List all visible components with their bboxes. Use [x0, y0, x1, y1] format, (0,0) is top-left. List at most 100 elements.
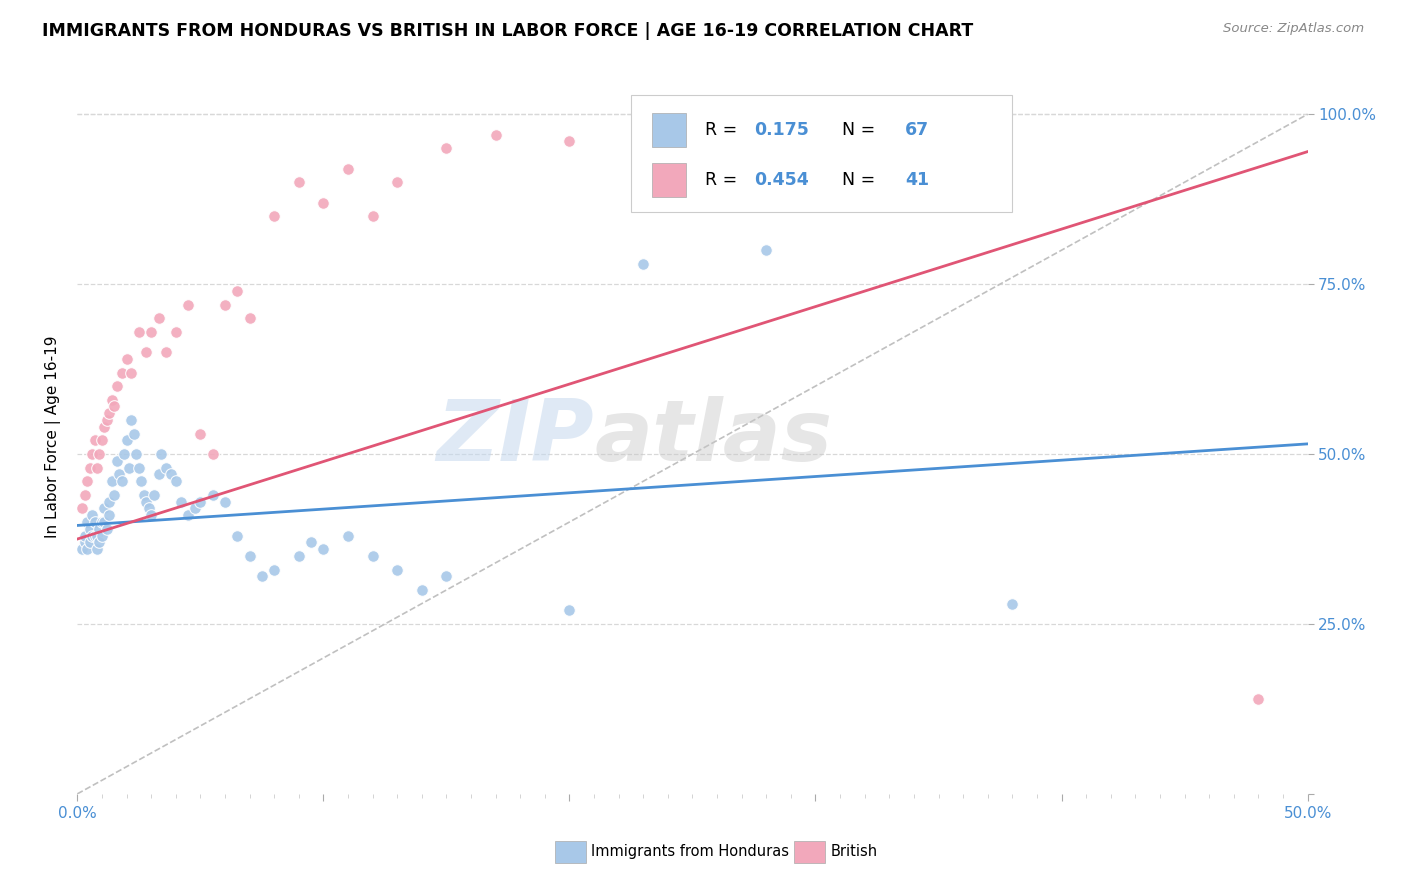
Point [90, 515, 114, 529]
Point [142, 488, 165, 502]
Text: R =: R = [704, 171, 742, 189]
Point [79, 460, 101, 475]
Point [141, 325, 163, 339]
Text: Source: ZipAtlas.com: Source: ZipAtlas.com [1223, 22, 1364, 36]
Point [250, 569, 273, 583]
Point [387, 563, 409, 577]
Point [312, 195, 335, 210]
Point [190, 494, 212, 508]
Point [93, 501, 115, 516]
Point [160, 467, 183, 482]
Point [73, 488, 96, 502]
Point [239, 549, 262, 563]
Point [141, 508, 163, 523]
Text: ZIP: ZIP [436, 395, 595, 479]
Point [337, 528, 360, 542]
Point [82, 528, 104, 542]
Point [165, 475, 187, 489]
Point [138, 501, 160, 516]
Text: 0.175: 0.175 [754, 121, 808, 139]
Point [165, 325, 187, 339]
Point [148, 467, 170, 482]
Bar [652, 163, 686, 197]
Point [115, 351, 138, 366]
Point [128, 325, 150, 339]
Point [214, 494, 236, 508]
Point [98, 508, 121, 523]
Point [155, 345, 177, 359]
Point [128, 460, 150, 475]
Point [337, 161, 360, 176]
Point [135, 345, 157, 359]
Point [83, 515, 105, 529]
Point [263, 209, 285, 223]
Text: 0.454: 0.454 [754, 171, 808, 189]
Point [73, 528, 96, 542]
Point [263, 563, 285, 577]
Point [633, 257, 655, 271]
Point [86, 528, 108, 542]
Point [101, 392, 124, 407]
Point [184, 501, 207, 516]
Point [108, 467, 131, 482]
Point [1001, 597, 1024, 611]
Point [111, 475, 132, 489]
Point [155, 460, 177, 475]
Point [86, 460, 108, 475]
Point [657, 107, 679, 121]
Point [79, 535, 101, 549]
Point [125, 447, 148, 461]
Point [131, 475, 153, 489]
Point [105, 379, 128, 393]
Text: atlas: atlas [595, 395, 832, 479]
Point [83, 528, 105, 542]
Point [96, 522, 118, 536]
Point [177, 508, 200, 523]
Point [118, 460, 141, 475]
Text: IMMIGRANTS FROM HONDURAS VS BRITISH IN LABOR FORCE | AGE 16-19 CORRELATION CHART: IMMIGRANTS FROM HONDURAS VS BRITISH IN L… [42, 22, 973, 40]
Point [201, 488, 224, 502]
Text: N =: N = [831, 121, 882, 139]
Text: R =: R = [704, 121, 742, 139]
Point [177, 297, 200, 311]
Point [436, 569, 458, 583]
Point [411, 582, 433, 597]
Point [361, 209, 384, 223]
Point [299, 535, 322, 549]
Text: 41: 41 [905, 171, 929, 189]
Text: Immigrants from Honduras: Immigrants from Honduras [591, 845, 789, 859]
Point [89, 447, 111, 461]
Point [86, 542, 108, 557]
Bar [652, 113, 686, 147]
Point [436, 141, 458, 155]
Point [312, 542, 335, 557]
Point [111, 366, 132, 380]
Point [93, 420, 115, 434]
Point [79, 522, 101, 536]
Point [89, 522, 111, 536]
Point [103, 400, 125, 414]
Point [226, 284, 249, 298]
Point [98, 406, 121, 420]
Point [361, 549, 384, 563]
Point [82, 447, 104, 461]
Point [288, 175, 311, 189]
Point [89, 535, 111, 549]
Point [558, 603, 581, 617]
Point [558, 135, 581, 149]
Text: 67: 67 [905, 121, 929, 139]
Point [93, 515, 115, 529]
Point [170, 494, 193, 508]
Point [96, 413, 118, 427]
Point [239, 311, 262, 326]
Text: British: British [831, 845, 879, 859]
Point [115, 434, 138, 448]
Point [121, 413, 143, 427]
Point [201, 447, 224, 461]
Point [105, 454, 128, 468]
Point [112, 447, 135, 461]
Point [214, 297, 236, 311]
Y-axis label: In Labor Force | Age 16-19: In Labor Force | Age 16-19 [45, 335, 62, 539]
FancyBboxPatch shape [631, 95, 1012, 212]
Point [101, 475, 124, 489]
